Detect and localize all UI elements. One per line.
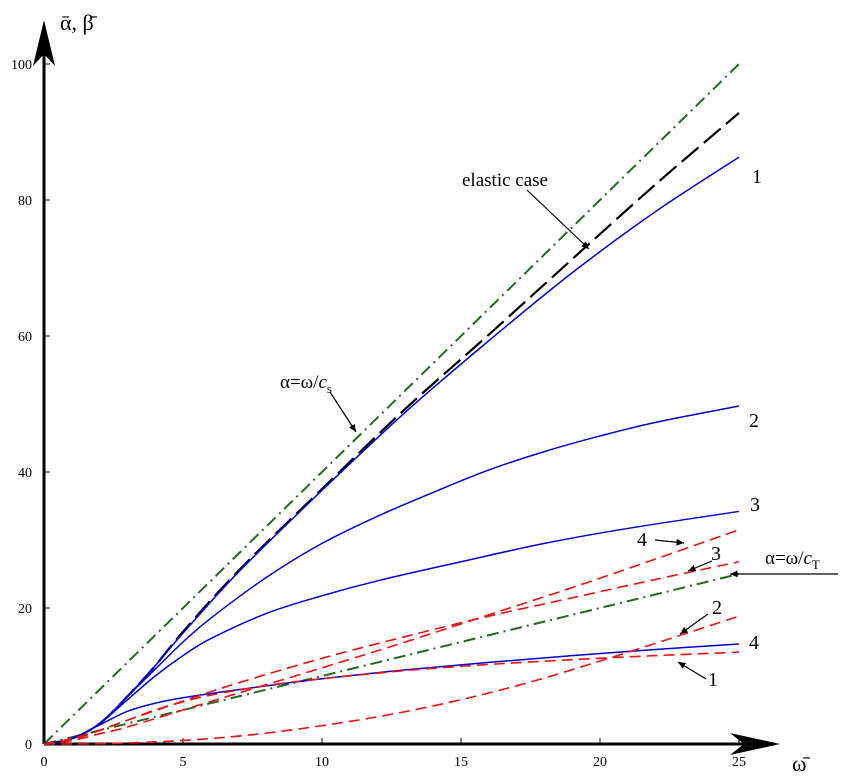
y-tick-label: 0 [25,738,32,753]
label-beta-4: 4 [637,529,647,551]
x-tick-label: 0 [41,755,48,770]
annotation-ct-sub: T [812,557,820,572]
annotation-ct-var: c [803,548,812,569]
label-alpha-1: 1 [752,166,762,188]
series-line-beta-1 [43,651,740,745]
annotation-elastic-case: elastic case [462,170,548,191]
series-line-beta-4 [43,529,740,745]
series-line-ref-ct [43,573,740,745]
annotation-cs: α=ω/cs [280,372,332,396]
series-line-alpha-2 [43,405,740,745]
x-tick-label: 20 [593,755,607,770]
ticks: 0 5 10 15 20 25 0 20 40 60 80 100 [11,58,746,770]
arrow-beta-2 [679,613,709,635]
y-tick-label: 60 [18,330,32,345]
label-alpha-4: 4 [749,632,759,654]
y-axis-arrow [33,20,55,66]
series-line-beta-2 [43,615,740,745]
y-tick-label: 100 [11,58,32,73]
y-tick-label: 40 [18,466,32,481]
series-line-beta-3 [43,560,740,745]
x-tick-label: 5 [180,755,187,770]
arrow-beta-4 [654,538,685,546]
series-line-ref-cs [43,63,740,745]
y-tick-label: 80 [18,194,32,209]
arrow-beta-1 [677,661,707,680]
label-beta-3: 3 [711,543,721,565]
arrow-cs [329,391,357,433]
annotation-cs-var: c [318,372,327,393]
label-beta-1: 1 [708,669,718,691]
label-beta-2: 2 [712,597,722,619]
arrow-elastic-case [526,189,590,250]
annotation-ct: α=ω/cT [765,548,820,572]
label-alpha-3: 3 [750,494,760,516]
x-tick-label: 10 [315,755,329,770]
label-alpha-2: 2 [749,410,759,432]
x-axis-arrow [730,733,780,755]
annotation-cs-prefix: α=ω/ [280,372,319,393]
series-line-alpha-4 [43,643,740,745]
x-tick-label: 15 [454,755,468,770]
series-layer [43,63,740,746]
arrow-beta-3 [687,560,713,572]
y-axis-title: ᾱ, β̄ [60,10,98,35]
x-tick-label: 25 [732,755,746,770]
y-tick-label: 20 [18,602,32,617]
annotation-ct-prefix: α=ω/ [765,548,804,569]
annotation-cs-sub: s [327,381,332,396]
x-axis-title: ω̄ [792,751,810,776]
series-line-alpha-3 [43,510,740,745]
